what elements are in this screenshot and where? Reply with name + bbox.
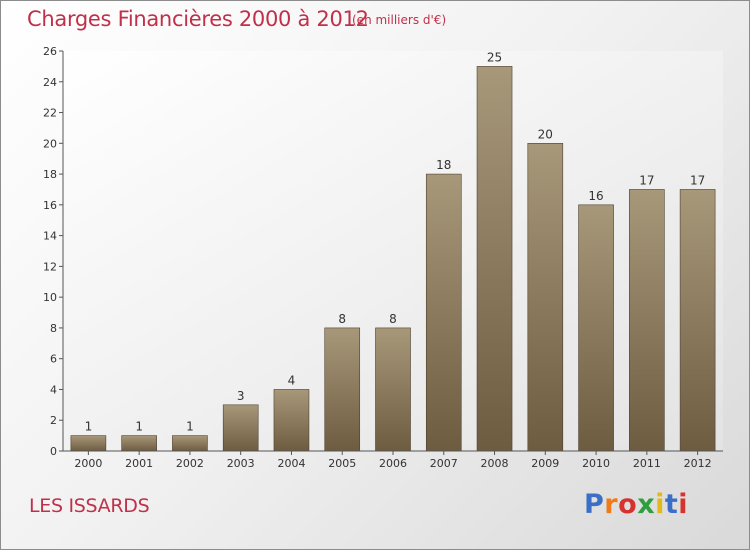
bar-2000 (70, 435, 107, 452)
logo-letter: r (604, 489, 619, 520)
commune-name: LES ISSARDS (29, 495, 150, 517)
y-tick-label: 14 (43, 230, 57, 243)
x-tick-label: 2003 (227, 457, 255, 470)
x-tick-label: 2000 (74, 457, 102, 470)
x-tick-label: 2006 (379, 457, 407, 470)
y-tick-label: 12 (43, 260, 57, 273)
y-tick-label: 16 (43, 199, 57, 212)
x-tick-label: 2008 (481, 457, 509, 470)
bar-value-label: 8 (389, 312, 397, 326)
x-tick-label: 2009 (531, 457, 559, 470)
bar-value-label: 20 (538, 127, 553, 141)
logo-letter: x (637, 489, 656, 520)
bar-2005 (324, 327, 361, 452)
logo-letter: i (678, 489, 689, 520)
y-tick-label: 22 (43, 107, 57, 120)
bars: 1 1 1 3 4 8 8 18 25 20 16 17 17 (70, 50, 716, 452)
bar-value-label: 1 (135, 420, 143, 434)
logo-letter: P (584, 489, 605, 520)
y-tick-label: 2 (50, 414, 57, 427)
chart-unit: (en milliers d'€) (352, 13, 447, 27)
bar-2003 (222, 404, 259, 452)
y-tick-label: 26 (43, 45, 57, 58)
bar-value-label: 17 (690, 173, 705, 187)
bar-2001 (121, 435, 157, 452)
proxiti-logo: Proxiti (584, 489, 688, 520)
x-tick-label: 2007 (430, 457, 458, 470)
chart-title: Charges Financières 2000 à 2012 (27, 7, 369, 31)
bar-2007 (425, 173, 462, 452)
bar-value-label: 18 (436, 158, 451, 172)
y-tick-label: 10 (43, 291, 57, 304)
y-tick-label: 8 (50, 322, 57, 335)
x-tick-label: 2004 (277, 457, 305, 470)
x-tick-label: 2002 (176, 457, 204, 470)
bar-value-label: 1 (85, 420, 93, 434)
y-tick-label: 18 (43, 168, 57, 181)
x-tick-label: 2012 (684, 457, 712, 470)
bar-2011 (629, 189, 665, 452)
bar-2006 (375, 327, 411, 452)
y-tick-label: 6 (50, 353, 57, 366)
y-tick-label: 4 (50, 383, 57, 396)
x-tick-label: 2010 (582, 457, 610, 470)
bar-value-label: 17 (639, 173, 654, 187)
x-tick-label: 2011 (633, 457, 661, 470)
logo-letter: o (618, 489, 638, 520)
logo-letter: t (664, 489, 679, 520)
bar-value-label: 1 (186, 420, 194, 434)
x-tick-label: 2005 (328, 457, 356, 470)
bar-2010 (578, 204, 614, 452)
bar-2009 (527, 143, 564, 452)
bar-2008 (476, 66, 513, 452)
y-tick-label: 0 (50, 445, 57, 458)
x-tick-label: 2001 (125, 457, 153, 470)
bar-value-label: 8 (338, 312, 346, 326)
bar-value-label: 4 (288, 373, 296, 387)
logo-letter: i (655, 489, 665, 520)
bar-2004 (273, 389, 310, 452)
bar-value-label: 25 (487, 50, 502, 64)
x-axis: 2000 2001 2002 2003 2004 2005 2006 2007 2008 2009… (63, 450, 723, 470)
y-tick-label: 20 (43, 137, 57, 150)
y-tick-label: 24 (43, 76, 57, 89)
bar-2002 (172, 435, 208, 452)
bar-2012 (679, 189, 716, 452)
bar-value-label: 3 (237, 389, 245, 403)
bar-value-label: 16 (588, 189, 603, 203)
